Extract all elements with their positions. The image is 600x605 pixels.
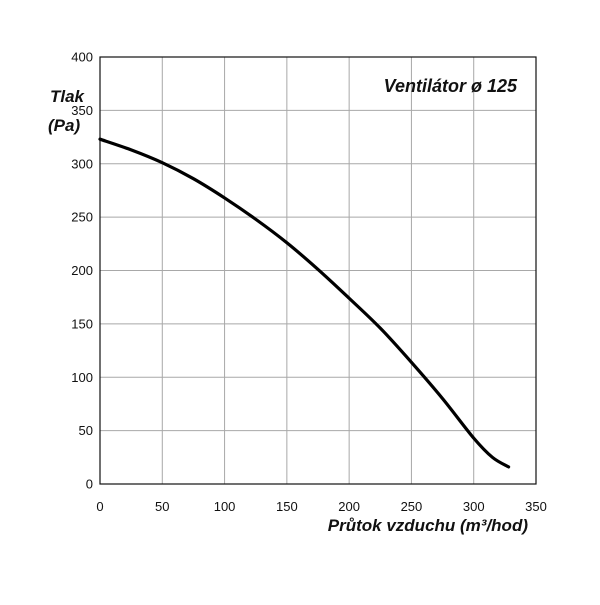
series-layer bbox=[98, 137, 511, 469]
x-tick-label: 350 bbox=[525, 499, 547, 514]
series-line bbox=[98, 137, 511, 469]
x-tick-label: 50 bbox=[155, 499, 169, 514]
x-tick-label: 300 bbox=[463, 499, 485, 514]
y-axis-title: Tlak bbox=[50, 87, 86, 106]
x-tick-label: 100 bbox=[214, 499, 236, 514]
y-tick-label: 350 bbox=[71, 103, 93, 118]
x-tick-label: 0 bbox=[96, 499, 103, 514]
x-axis-title: Průtok vzduchu (m³/hod) bbox=[328, 516, 529, 535]
y-tick-label: 0 bbox=[86, 477, 93, 492]
y-tick-label: 50 bbox=[79, 423, 93, 438]
y-tick-label: 200 bbox=[71, 263, 93, 278]
y-tick-label: 100 bbox=[71, 370, 93, 385]
y-tick-label: 400 bbox=[71, 50, 93, 65]
y-tick-label: 150 bbox=[71, 316, 93, 331]
y-axis-unit: (Pa) bbox=[48, 116, 80, 135]
y-tick-label: 300 bbox=[71, 156, 93, 171]
chart-title: Ventilátor ø 125 bbox=[384, 76, 518, 96]
tick-labels: 0 50 100 150 200 250 300 350 0 50 100 150 200 250 300 3… bbox=[71, 50, 547, 515]
plot-frame bbox=[99, 56, 537, 485]
y-tick-label: 250 bbox=[71, 210, 93, 225]
x-tick-label: 150 bbox=[276, 499, 298, 514]
x-tick-label: 200 bbox=[338, 499, 360, 514]
x-tick-label: 250 bbox=[401, 499, 423, 514]
